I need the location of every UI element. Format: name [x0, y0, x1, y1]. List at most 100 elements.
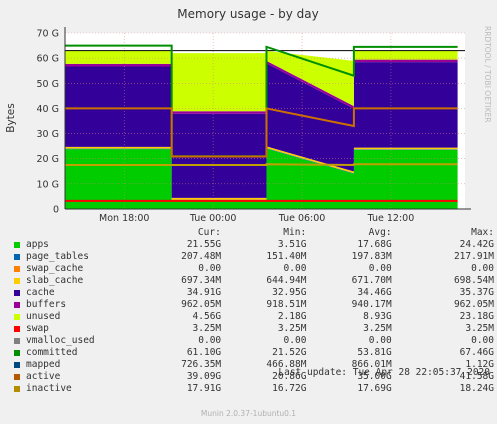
legend-label: active [26, 371, 61, 382]
legend-row-buffers: buffers 962.05M 918.51M 940.17M 962.05M [14, 299, 494, 311]
legend-row-mapped: mapped 726.35M 466.88M 866.01M 1.12G [14, 359, 494, 371]
x-tick-label: Tue 12:00 [367, 213, 415, 224]
legend-avg-value: 3.25M [363, 323, 392, 334]
legend-swatch [14, 362, 20, 368]
legend-max-value: 1.12G [465, 359, 494, 370]
legend-label: committed [26, 347, 78, 358]
max-header: Max: [471, 227, 494, 238]
legend-avg-value: 197.83M [351, 251, 392, 262]
legend-avg-value: 53.81G [357, 347, 392, 358]
legend-min-value: 0.00 [283, 335, 307, 346]
legend-row-slab_cache: slab_cache 697.34M 644.94M 671.70M 698.54M [14, 275, 494, 287]
legend-cur-value: 17.91G [186, 383, 222, 394]
legend-row-page_tables: page_tables 207.48M 151.40M 197.83M 217.91M [14, 251, 494, 263]
legend-min-value: 21.52G [272, 347, 307, 358]
rrdtool-credit: RRDTOOL / TOBI OETIKER [483, 26, 492, 123]
legend-swatch [14, 350, 20, 356]
area-unused [65, 50, 458, 112]
legend-cur-value: 0.00 [198, 335, 222, 346]
y-tick-label: 70 G [37, 29, 59, 40]
legend-row-committed: committed 61.10G 21.52G 53.81G 67.46G [14, 347, 494, 359]
legend-row-active: active 39.09G 20.86G 35.00G 41.58G [14, 371, 494, 383]
legend-label: mapped [26, 359, 61, 370]
y-tick-label: 0 [53, 205, 59, 216]
legend-swatch [14, 302, 20, 308]
legend-swatch [14, 374, 20, 380]
legend-min-value: 151.40M [266, 251, 307, 262]
legend-label: swap [26, 323, 49, 334]
munin-version: Munin 2.0.37-1ubuntu0.1 [200, 409, 297, 418]
legend-swatch [14, 266, 20, 272]
avg-header: Avg: [368, 227, 392, 238]
legend-cur-value: 0.00 [198, 263, 222, 274]
legend-min-value: 32.95G [272, 287, 307, 298]
legend-cur-value: 34.91G [186, 287, 222, 298]
last-update: Last update: Tue Apr 28 22:05:37 2020 [278, 367, 490, 378]
min-header: Min: [283, 227, 307, 238]
legend-label: page_tables [26, 251, 89, 262]
legend-avg-value: 940.17M [351, 299, 392, 310]
legend-row-inactive: inactive 17.91G 16.72G 17.69G 18.24G [14, 383, 494, 395]
legend-swatch [14, 386, 20, 392]
legend-max-value: 18.24G [459, 383, 494, 394]
legend-label: slab_cache [26, 275, 84, 286]
y-tick-label: 50 G [37, 79, 59, 90]
legend-label: vmalloc_used [26, 335, 95, 346]
y-tick-label: 30 G [37, 129, 59, 140]
legend-cur-value: 39.09G [186, 371, 222, 382]
legend-row-swap: swap 3.25M 3.25M 3.25M 3.25M [14, 323, 494, 335]
legend-row-apps: apps 21.55G 3.51G 17.68G 24.42G [14, 239, 494, 251]
legend-min-value: 0.00 [283, 263, 307, 274]
line-inactive [65, 163, 458, 167]
legend-label: apps [26, 239, 49, 250]
legend-swatch [14, 326, 20, 332]
legend-label: inactive [26, 383, 72, 394]
legend-label: cache [26, 287, 55, 298]
legend-avg-value: 17.69G [357, 383, 392, 394]
y-tick-label: 20 G [37, 154, 59, 165]
legend-avg-value: 8.93G [363, 311, 392, 322]
x-tick-label: Tue 00:00 [189, 213, 237, 224]
legend-max-value: 698.54M [453, 275, 494, 286]
legend-label: buffers [26, 299, 67, 310]
legend-min-value: 16.72G [272, 383, 307, 394]
line-committed [65, 44, 458, 158]
legend-min-value: 918.51M [266, 299, 307, 310]
legend-cur-value: 207.48M [181, 251, 222, 262]
line-active [65, 107, 458, 158]
legend: Cur: Min: Avg: Max: apps 21.55G 3.51G 17.68… [14, 227, 494, 395]
y-tick-label: 60 G [37, 54, 59, 65]
legend-max-value: 217.91M [453, 251, 494, 262]
chart-title: Memory usage - by day [177, 7, 318, 21]
legend-cur-value: 3.25M [192, 323, 222, 334]
legend-max-value: 35.37G [459, 287, 494, 298]
legend-header: Cur: Min: Avg: Max: [14, 227, 494, 239]
x-tick-label: Tue 06:00 [278, 213, 326, 224]
cur-header: Cur: [197, 227, 221, 238]
legend-swatch [14, 314, 20, 320]
legend-avg-value: 35.00G [357, 371, 392, 382]
x-tick-label: Mon 18:00 [99, 213, 149, 224]
legend-cur-value: 962.05M [181, 299, 222, 310]
legend-max-value: 0.00 [471, 335, 494, 346]
legend-avg-value: 17.68G [357, 239, 392, 250]
legend-max-value: 962.05M [453, 299, 494, 310]
y-tick-label: 40 G [37, 104, 59, 115]
legend-swatch [14, 254, 20, 260]
y-axis-label: Bytes [5, 103, 17, 132]
legend-cur-value: 61.10G [186, 347, 222, 358]
legend-row-cache: cache 34.91G 32.95G 34.46G 35.37G [14, 287, 494, 299]
legend-swatch [14, 338, 20, 344]
area-cache [65, 62, 458, 198]
legend-min-value: 644.94M [266, 275, 307, 286]
legend-cur-value: 4.56G [192, 311, 222, 322]
legend-avg-value: 866.01M [351, 359, 392, 370]
legend-row-unused: unused 4.56G 2.18G 8.93G 23.18G [14, 311, 494, 323]
legend-swatch [14, 242, 20, 248]
legend-min-value: 20.86G [272, 371, 307, 382]
legend-label: swap_cache [26, 263, 84, 274]
legend-cur-value: 697.34M [181, 275, 222, 286]
legend-max-value: 24.42G [459, 239, 494, 250]
legend-row-vmalloc_used: vmalloc_used 0.00 0.00 0.00 0.00 [14, 335, 494, 347]
y-tick-label: 10 G [37, 179, 59, 190]
